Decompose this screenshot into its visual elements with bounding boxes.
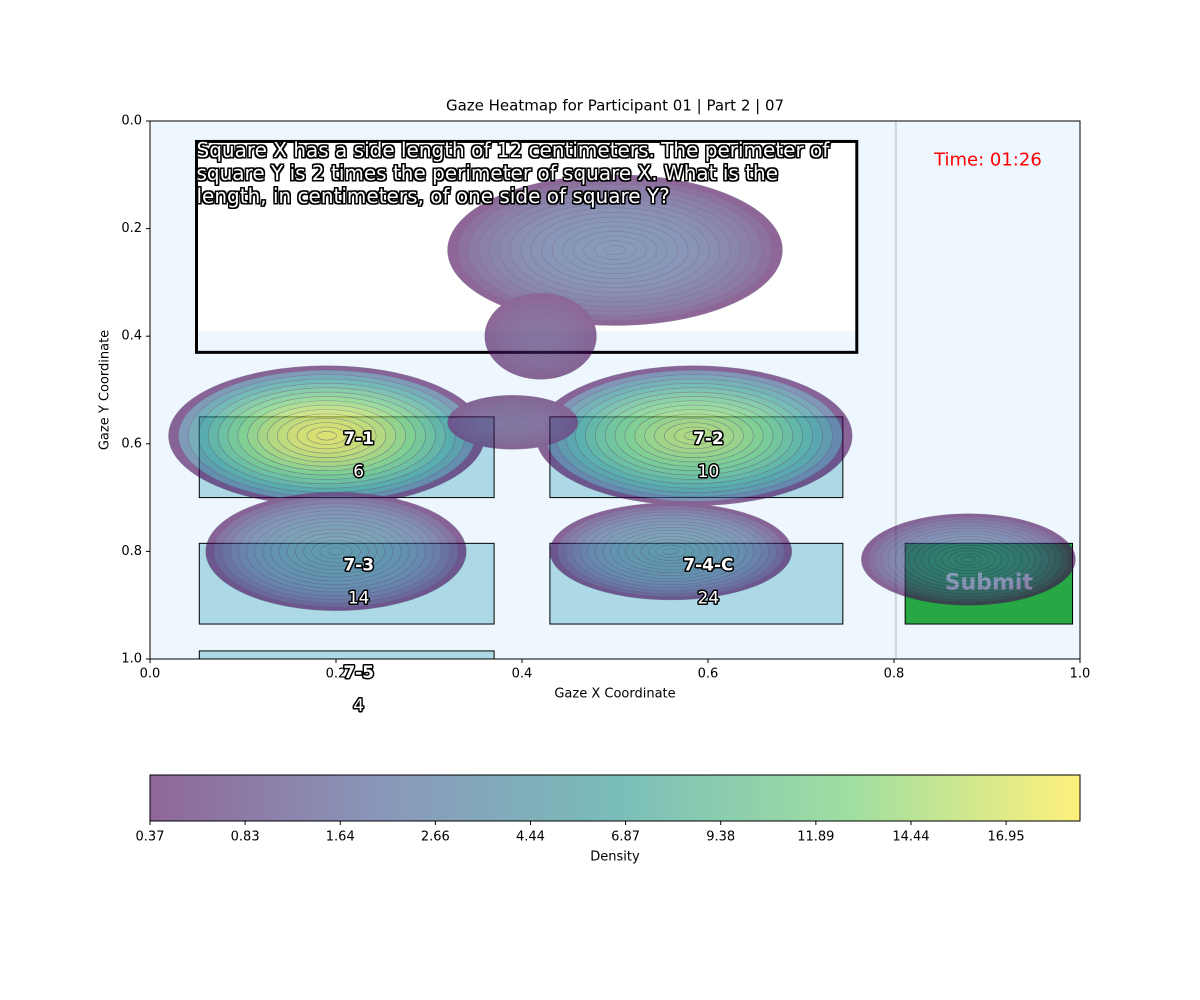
colorbar-tick-label: 2.66	[421, 830, 450, 845]
colorbar-label: Density	[590, 850, 640, 865]
area-label: 7-1	[343, 429, 374, 449]
area-label: 7-3	[343, 555, 374, 575]
hotspot-peak	[683, 431, 705, 441]
x-axis-label: Gaze X Coordinate	[554, 687, 675, 702]
area-label: 7-5	[343, 663, 374, 683]
colorbar-tick-label: 0.37	[136, 830, 165, 845]
hotspot-peak	[961, 556, 976, 563]
x-tick-label: 0.6	[698, 667, 719, 682]
heatmap	[168, 174, 1076, 611]
timer: Time: 01:26	[933, 149, 1042, 170]
y-axis-label: Gaze Y Coordinate	[98, 330, 113, 450]
y-tick-label: 0.8	[121, 544, 142, 559]
colorbar-tick-label: 14.44	[892, 830, 929, 845]
y-tick-label: 0.2	[121, 221, 142, 236]
colorbar-tick-label: 9.38	[706, 830, 735, 845]
colorbar	[149, 774, 1081, 822]
question-text: Square X has a side length of 12 centime…	[196, 139, 830, 209]
axes-frame	[149, 120, 1081, 660]
colorbar-tick-label: 16.95	[987, 830, 1024, 845]
y-tick-label: 0.0	[121, 114, 142, 129]
hotspot-peak	[662, 548, 679, 555]
area-count: 6	[353, 462, 364, 482]
area-label: 7-2	[693, 429, 724, 449]
x-tick-label: 0.8	[884, 667, 905, 682]
hotspot-peak	[536, 333, 545, 340]
area-count: 14	[348, 588, 370, 608]
x-tick-label: 0.0	[140, 667, 161, 682]
y-tick-label: 1.0	[121, 652, 142, 667]
hotspot-peak	[327, 547, 345, 556]
x-tick-label: 0.2	[326, 667, 347, 682]
hotspot-peak	[604, 245, 626, 256]
area-count: 24	[698, 588, 720, 608]
x-tick-label: 1.0	[1070, 667, 1091, 682]
area-label: 7-4-C	[683, 555, 733, 575]
y-tick-label: 0.6	[121, 436, 142, 451]
area-box	[198, 650, 495, 659]
hotspot-peak	[316, 431, 337, 441]
question-container: Square X has a side length of 12 centime…	[196, 139, 830, 209]
colorbar-tick-label: 11.89	[797, 830, 834, 845]
colorbar-tick-label: 0.83	[231, 830, 260, 845]
colorbar-tick-label: 4.44	[516, 830, 545, 845]
chart-title: Gaze Heatmap for Participant 01 | Part 2…	[446, 97, 784, 115]
hotspot-peak	[508, 420, 518, 425]
y-tick-label: 0.4	[121, 329, 142, 344]
area-count: 4	[353, 696, 364, 716]
x-tick-label: 0.4	[512, 667, 533, 682]
area-count: 10	[698, 462, 720, 482]
colorbar-tick-label: 1.64	[326, 830, 355, 845]
colorbar-tick-label: 6.87	[611, 830, 640, 845]
